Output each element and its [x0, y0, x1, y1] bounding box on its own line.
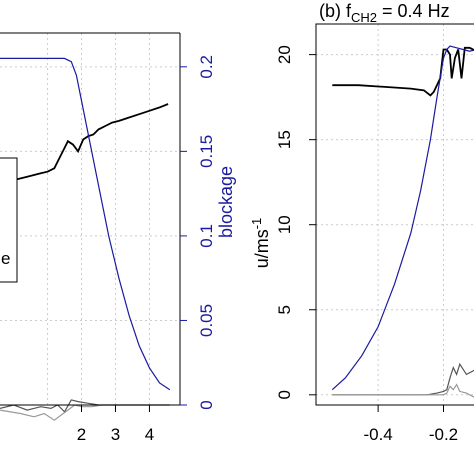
panel-b-title-rest: = 0.4 Hz [377, 1, 450, 21]
panel-a-grid [0, 33, 180, 406]
x-tick-label: 3 [111, 425, 120, 444]
panel-b-x-axis: -0.4 -0.2 [363, 405, 458, 444]
panel-a-series [0, 57, 171, 421]
panel-a-right-axis-title: blockage [216, 166, 236, 238]
panel-a-fluct2-line [0, 404, 170, 421]
panel-b-y-axis-title-sup: -1 [249, 218, 264, 230]
y-tick-label: 0 [275, 390, 294, 399]
panel-a-legend: e [0, 157, 18, 283]
legend-text: e [1, 249, 10, 268]
panel-b-fluct2-line [332, 383, 474, 398]
x-tick-label: 2 [77, 425, 86, 444]
panel-b-blockage-line [331, 45, 474, 391]
panel-a-right-axis: 0 0.05 0.1 0.15 0.2 [180, 55, 216, 410]
panel-b: -0.4 -0.2 0 5 10 15 20 u/ms-1 (b) fCH2 = 0.4 … [249, 1, 474, 444]
x-tick-label: 4 [145, 425, 154, 444]
legend-box [0, 157, 18, 283]
panel-b-fluct1-line [332, 362, 474, 396]
y-tick-label: 15 [275, 130, 294, 149]
panel-b-series [331, 45, 474, 398]
y-tick-label: 10 [275, 215, 294, 234]
panel-a-x-axis: 2 3 4 [77, 405, 154, 444]
panel-b-y-axis-title: u/ms-1 [249, 218, 272, 269]
panel-b-grid [316, 24, 474, 405]
panel-b-title-main: (b) f [319, 1, 352, 21]
panel-b-y-axis-title-main: u/ms [252, 229, 272, 268]
panel-b-title-sub: CH2 [351, 10, 377, 25]
x-tick-label: -0.4 [363, 425, 392, 444]
right-tick-label: 0.05 [197, 304, 216, 337]
y-tick-label: 20 [275, 45, 294, 64]
y-tick-label: 5 [275, 305, 294, 314]
right-tick-label: 0 [197, 400, 216, 409]
x-tick-label: -0.2 [429, 425, 458, 444]
right-tick-label: 0.2 [197, 55, 216, 79]
panel-b-velocity-line [332, 46, 474, 97]
panel-a-fluct1-line [0, 399, 170, 413]
right-tick-label: 0.15 [197, 135, 216, 168]
panel-b-title: (b) fCH2 = 0.4 Hz [319, 1, 450, 25]
panel-b-y-axis: 0 5 10 15 20 [275, 45, 316, 400]
panel-a-velocity-line [0, 103, 169, 183]
panel-b-plot-frame [315, 23, 474, 406]
right-tick-label: 0.1 [197, 224, 216, 248]
panel-a-blockage-line [0, 57, 171, 391]
panel-a: 2 3 4 0 0.05 0.1 0.15 0.2 blockage e [0, 32, 236, 444]
